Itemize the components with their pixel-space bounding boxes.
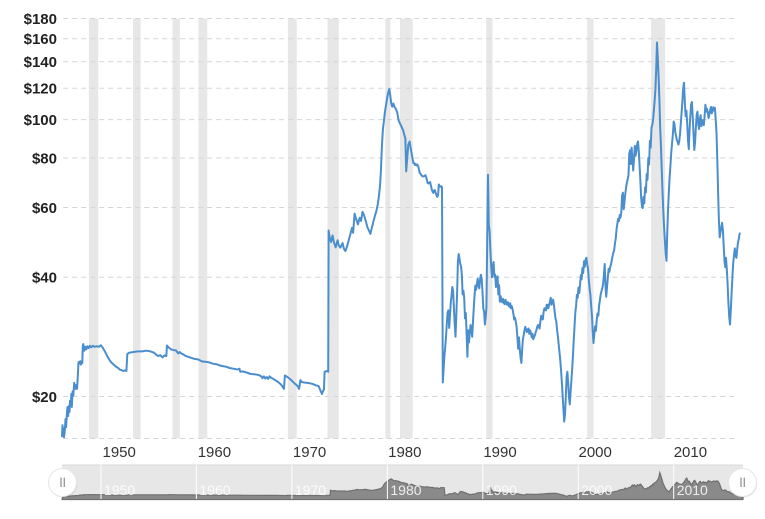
svg-text:1960: 1960 bbox=[199, 482, 230, 498]
svg-text:$180: $180 bbox=[24, 11, 57, 28]
svg-text:1970: 1970 bbox=[293, 444, 326, 461]
svg-text:1950: 1950 bbox=[104, 482, 135, 498]
svg-text:1980: 1980 bbox=[388, 444, 421, 461]
svg-text:1980: 1980 bbox=[390, 482, 421, 498]
svg-text:$160: $160 bbox=[24, 31, 57, 48]
svg-text:$120: $120 bbox=[24, 81, 57, 98]
svg-text:$60: $60 bbox=[32, 200, 57, 217]
svg-text:$20: $20 bbox=[32, 389, 57, 406]
svg-text:2000: 2000 bbox=[579, 444, 612, 461]
svg-text:1960: 1960 bbox=[198, 444, 231, 461]
svg-text:1990: 1990 bbox=[486, 482, 517, 498]
svg-text:$40: $40 bbox=[32, 270, 57, 287]
svg-text:1950: 1950 bbox=[103, 444, 136, 461]
svg-text:$140: $140 bbox=[24, 54, 57, 71]
svg-text:$80: $80 bbox=[32, 150, 57, 167]
svg-text:1970: 1970 bbox=[295, 482, 326, 498]
svg-text:1990: 1990 bbox=[483, 444, 516, 461]
svg-text:2010: 2010 bbox=[674, 444, 707, 461]
svg-text:$100: $100 bbox=[24, 112, 57, 129]
svg-text:2010: 2010 bbox=[677, 482, 708, 498]
svg-text:2000: 2000 bbox=[581, 482, 612, 498]
